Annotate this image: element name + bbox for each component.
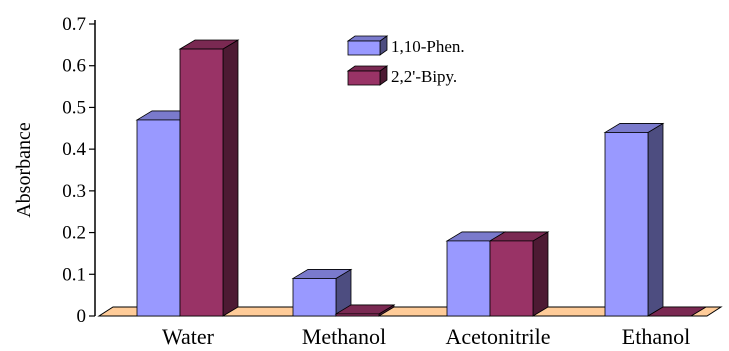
- bar-ethanol-phen: [603, 122, 665, 317]
- bar-front-face: [292, 278, 337, 317]
- category-label: Methanol: [302, 324, 386, 349]
- category-label: Acetonitrile: [445, 324, 550, 349]
- bar-front-face: [136, 119, 181, 317]
- category-labels: Water Methanol Acetonitrile Ethanol: [162, 324, 690, 349]
- y-tick-label: 0.1: [62, 264, 86, 285]
- legend-label: 2,2'-Bipy.: [391, 67, 457, 86]
- legend-swatch-top: [346, 65, 389, 72]
- bar-front-face: [604, 132, 649, 317]
- y-tick-label: 0.6: [62, 56, 86, 77]
- category-label: Water: [162, 324, 215, 349]
- bar-methanol-phen: [291, 268, 353, 317]
- legend-swatch: [347, 70, 381, 86]
- bar-acetonitrile-bipy: [488, 231, 550, 317]
- bars: [135, 39, 708, 317]
- legend-swatch-top: [346, 35, 389, 42]
- y-tick-label: 0.2: [62, 223, 86, 244]
- category-label: Ethanol: [622, 324, 690, 349]
- y-axis-title: Absorbance: [13, 122, 35, 218]
- bar-front-face: [179, 48, 224, 317]
- legend-item: 2,2'-Bipy.: [346, 65, 457, 86]
- bar-ethanol-bipy: [646, 306, 708, 317]
- legend: 1,10-Phen. 2,2'-Bipy.: [346, 35, 465, 86]
- legend-label: 1,10-Phen.: [391, 37, 465, 56]
- bar-top-face: [646, 306, 708, 317]
- legend-swatch: [347, 40, 381, 56]
- bar-front-face: [489, 240, 534, 317]
- bar-methanol-bipy: [334, 304, 396, 317]
- y-tick-label: 0.3: [62, 181, 86, 202]
- bar-side-face: [222, 39, 239, 317]
- y-tick-label: 0: [77, 306, 87, 327]
- bar-side-face: [532, 231, 549, 317]
- y-axis-ticks: 0 0.1 0.2 0.3 0.4 0.5 0.6 0.7: [62, 14, 95, 327]
- y-tick-label: 0.4: [62, 139, 86, 160]
- y-tick-label: 0.7: [62, 14, 86, 35]
- bar-water-bipy: [178, 39, 240, 317]
- legend-item: 1,10-Phen.: [346, 35, 465, 56]
- y-tick-label: 0.5: [62, 97, 86, 118]
- bar-front-face: [446, 240, 491, 317]
- bar-side-face: [647, 122, 664, 317]
- bar-front-face: [335, 313, 380, 317]
